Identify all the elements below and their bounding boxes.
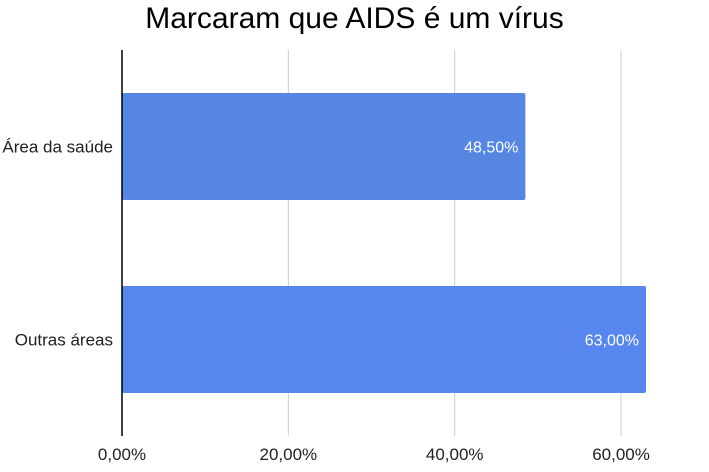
x-tick-label: 40,00% <box>426 445 484 464</box>
data-label: 63,00% <box>585 333 639 350</box>
category-label: Área da saúde <box>2 138 113 157</box>
x-tick-label: 0,00% <box>98 445 146 464</box>
x-tick-label: 20,00% <box>260 445 318 464</box>
x-tick-label: 60,00% <box>592 445 650 464</box>
bar <box>122 93 526 200</box>
chart-title: Marcaram que AIDS é um vírus <box>145 2 564 35</box>
category-label: Outras áreas <box>15 331 113 350</box>
labels: 0,00% 20,00% 40,00% 60,00% 48,50% Área da saú… <box>2 138 649 465</box>
bar <box>122 286 646 393</box>
bars <box>122 93 646 393</box>
data-label: 48,50% <box>464 140 518 157</box>
